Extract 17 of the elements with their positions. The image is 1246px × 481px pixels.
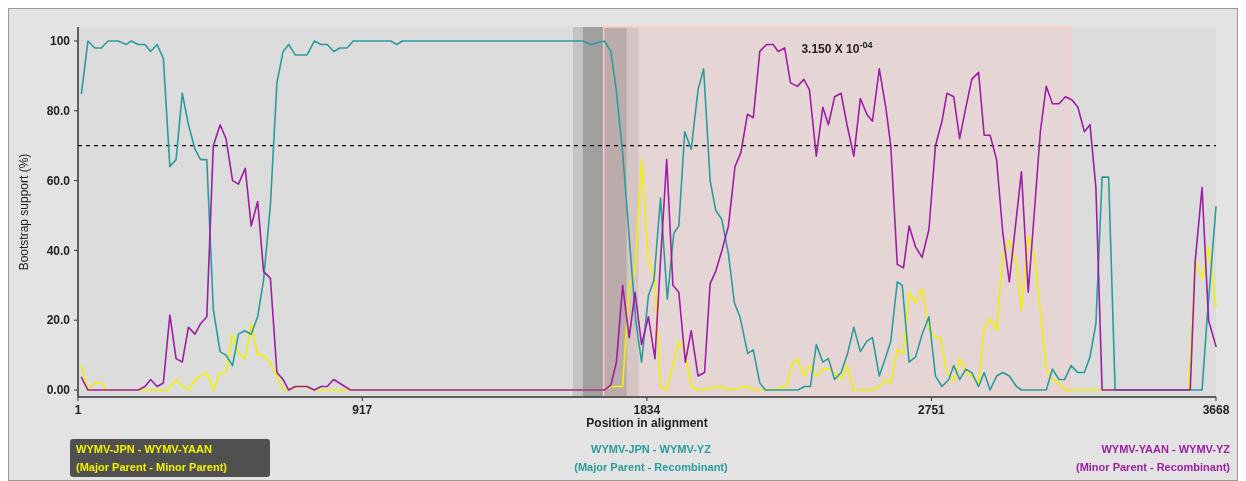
x-tick-label: 2751 [918, 403, 946, 417]
x-tick-label: 1 [74, 403, 82, 417]
x-tick-label: 1834 [633, 403, 661, 417]
text: WYMV-JPN - WYMV-YAAN (Major Parent - Minor Parent) [76, 443, 228, 473]
x-axis-title: Position in alignment [586, 416, 708, 430]
text: WYMV-YAAN - WYMV-YZ (Minor Parent - Recombinant) [1075, 443, 1231, 473]
x-tick-label: 917 [352, 403, 373, 417]
y-tick-label: 40.0 [46, 243, 71, 258]
x-tick-label: 3668 [1202, 403, 1230, 417]
y-tick-label: 20.0 [46, 313, 71, 328]
y-tick-label: 60.0 [46, 173, 71, 188]
y-axis-title: Bootstrap support (%) [17, 153, 31, 271]
band-label: 3.150 X 10$^{-04}$ [801, 40, 873, 56]
y-tick-label: 100 [49, 34, 71, 49]
y-tick-label: 80.0 [46, 103, 71, 118]
text: WYMV-JPN - WYMV-YZ (Major Parent - Recombinant) [574, 443, 729, 473]
y-tick-label: 0.00 [46, 383, 71, 398]
